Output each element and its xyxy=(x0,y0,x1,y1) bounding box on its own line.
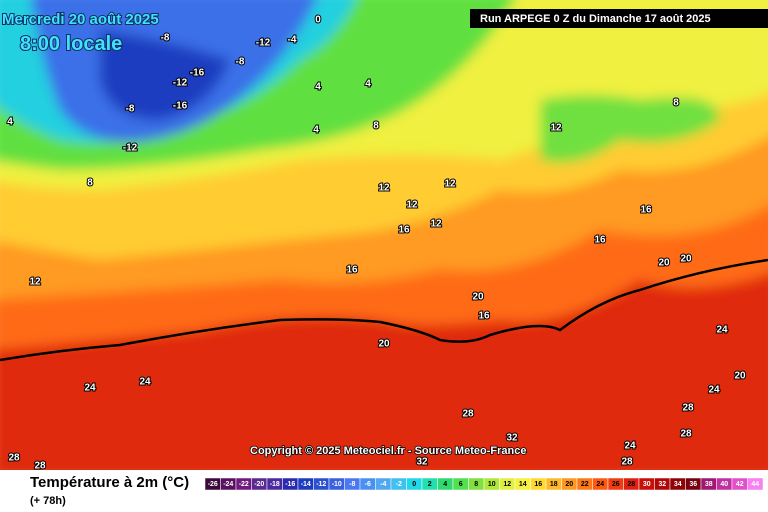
temperature-label: 28 xyxy=(680,429,692,440)
temperature-label: -16 xyxy=(173,101,188,112)
colorbar-tick-label: -14 xyxy=(301,481,311,488)
temperature-label: -8 xyxy=(236,57,245,68)
temperature-label: 16 xyxy=(478,311,490,322)
colorbar-tick-label: -8 xyxy=(349,481,355,488)
colorbar-tick-label: 14 xyxy=(519,481,527,488)
temperature-label: 20 xyxy=(680,254,692,265)
temperature-label: 4 xyxy=(315,82,321,93)
temperature-label: 8 xyxy=(87,178,93,189)
colorbar-tick-label: -18 xyxy=(270,481,280,488)
colorbar-tick-label: -6 xyxy=(365,481,371,488)
colorbar-tick-label: 6 xyxy=(459,481,463,488)
colorbar-tick-label: 34 xyxy=(674,481,682,488)
temperature-label: 12 xyxy=(378,183,390,194)
temperature-label: 28 xyxy=(8,453,20,464)
colorbar-tick-label: 32 xyxy=(658,481,666,488)
colorbar-tick-label: 4 xyxy=(443,481,447,488)
colorbar-tick-label: -24 xyxy=(223,481,233,488)
temperature-label: 24 xyxy=(139,377,151,388)
colorbar-tick-label: -20 xyxy=(254,481,264,488)
temperature-label: 24 xyxy=(624,441,636,452)
temperature-label: 28 xyxy=(682,403,694,414)
temperature-field xyxy=(0,0,768,480)
temperature-label: 20 xyxy=(734,371,746,382)
colorbar-swatch xyxy=(747,477,764,491)
temperature-label: 16 xyxy=(640,205,652,216)
colorbar-tick-label: -26 xyxy=(208,481,218,488)
colorbar-tick-label: 18 xyxy=(550,481,558,488)
colorbar-tick-label: -4 xyxy=(380,481,386,488)
temperature-label: 12 xyxy=(444,179,456,190)
colorbar-tick-label: 24 xyxy=(596,481,604,488)
temperature-label: 28 xyxy=(34,461,46,472)
temperature-label: 28 xyxy=(621,457,633,468)
run-label: Run ARPEGE 0 Z du Dimanche 17 août 2025 xyxy=(480,13,711,25)
colorbar-tick-label: 22 xyxy=(581,481,589,488)
footer-title: Température à 2m (°C) xyxy=(30,474,189,491)
colorbar-tick-label: 10 xyxy=(488,481,496,488)
temperature-label: 0 xyxy=(315,15,321,26)
temperature-label: 4 xyxy=(7,117,13,128)
temperature-label: 16 xyxy=(398,225,410,236)
temperature-label: 16 xyxy=(346,265,358,276)
temperature-label: 20 xyxy=(472,292,484,303)
colorbar-tick-label: 20 xyxy=(565,481,573,488)
temperature-label: -12 xyxy=(123,143,138,154)
temperature-label: 16 xyxy=(594,235,606,246)
colorbar-tick-label: 12 xyxy=(503,481,511,488)
colorbar: -26 -24 -22 -20 -18 -16 -14 -12 -10 -8 -6 -4 -2 0 2 4 6 8… xyxy=(204,477,764,491)
colorbar-tick-label: 0 xyxy=(412,481,416,488)
temperature-label: 8 xyxy=(673,98,679,109)
temperature-label: 28 xyxy=(462,409,474,420)
colorbar-tick-label: -16 xyxy=(285,481,295,488)
colorbar-tick-label: 38 xyxy=(705,481,713,488)
colorbar-tick-label: -2 xyxy=(396,481,402,488)
footer-lead: (+ 78h) xyxy=(30,495,66,507)
colorbar-tick-label: 8 xyxy=(474,481,478,488)
temperature-label: -16 xyxy=(190,68,205,79)
colorbar-tick-label: 36 xyxy=(689,481,697,488)
temperature-label: -12 xyxy=(256,38,271,49)
colorbar-tick-label: 28 xyxy=(627,481,635,488)
time-label: 8:00 locale xyxy=(20,33,122,55)
temperature-label: -8 xyxy=(161,33,170,44)
copyright: Copyright © 2025 Meteociel.fr - Source M… xyxy=(250,445,526,457)
temperature-label: -4 xyxy=(288,35,297,46)
temperature-label: 4 xyxy=(365,79,371,90)
temperature-label: 24 xyxy=(716,325,728,336)
temperature-label: 4 xyxy=(313,125,319,136)
colorbar-tick-label: -12 xyxy=(316,481,326,488)
temperature-label: 20 xyxy=(378,339,390,350)
temperature-label: 20 xyxy=(658,258,670,269)
temperature-label: 8 xyxy=(373,121,379,132)
colorbar-tick-label: 44 xyxy=(751,481,759,488)
temperature-label: 12 xyxy=(550,123,562,134)
temperature-label: -8 xyxy=(126,104,135,115)
temperature-label: 24 xyxy=(708,385,720,396)
footer-band xyxy=(0,470,768,512)
temperature-label: 32 xyxy=(416,457,428,468)
colorbar-tick-label: 40 xyxy=(720,481,728,488)
colorbar-tick-label: 26 xyxy=(612,481,620,488)
colorbar-tick-label: -10 xyxy=(332,481,342,488)
temperature-label: 12 xyxy=(29,277,41,288)
temperature-label: 24 xyxy=(84,383,96,394)
colorbar-tick-label: 30 xyxy=(643,481,651,488)
colorbar-tick-label: 42 xyxy=(736,481,744,488)
colorbar-tick-label: -22 xyxy=(239,481,249,488)
run-box xyxy=(470,9,768,28)
colorbar-tick-label: 16 xyxy=(534,481,542,488)
temperature-label: 12 xyxy=(430,219,442,230)
isotherm-line xyxy=(0,258,768,362)
temperature-label: -12 xyxy=(173,78,188,89)
date-label: Mercredi 20 août 2025 xyxy=(2,11,159,28)
colorbar-tick-label: 2 xyxy=(428,481,432,488)
temperature-label: 12 xyxy=(406,200,418,211)
temperature-label: 32 xyxy=(506,433,518,444)
